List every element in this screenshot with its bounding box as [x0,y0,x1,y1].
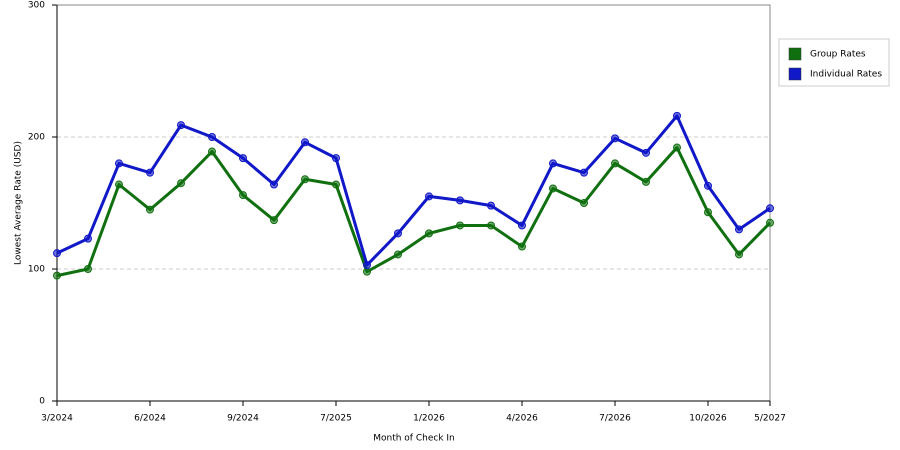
data-point [177,121,185,130]
data-point [425,229,433,238]
data-point [549,159,557,168]
data-point [518,221,526,230]
data-point [84,265,92,273]
y-tick-label: 300 [28,1,45,11]
x-tick-label: 1/2026 [413,414,445,424]
data-point [332,180,340,189]
data-point [580,199,588,207]
x-axis-title: Month of Check In [373,434,455,444]
data-point [611,159,619,168]
data-point [301,138,309,147]
y-tick-label: 200 [28,133,45,143]
legend-swatch [788,47,802,61]
data-point [146,205,154,214]
data-point [766,218,774,227]
data-point [115,159,123,168]
data-point [239,154,247,163]
data-point [704,181,712,190]
data-point [394,229,402,238]
data-point [270,216,278,225]
data-point [580,168,588,177]
data-point [208,133,216,141]
x-tick-label: 3/2024 [41,414,73,424]
data-point [394,250,402,259]
data-point [673,143,681,152]
data-point [115,180,123,189]
data-point [363,261,371,270]
plot-frame [56,4,771,402]
data-point [53,271,61,280]
data-point [735,225,743,234]
data-point [487,201,495,210]
data-point [704,208,712,217]
data-point [642,148,650,157]
data-point [611,134,619,143]
y-axis-title: Lowest Average Rate (USD) [14,141,24,265]
data-point [456,221,464,230]
data-point [208,147,216,156]
data-point [270,180,278,189]
legend-label: Group Rates [810,50,866,60]
x-tick-label: 9/2024 [227,414,259,424]
series-line [56,146,772,278]
data-point [518,242,526,251]
data-point [456,196,464,205]
x-tick-label: 7/2025 [320,414,352,424]
data-point [84,234,92,243]
data-point [301,175,309,184]
x-tick-label: 6/2024 [134,414,166,424]
data-point [239,191,247,200]
data-point [53,249,61,258]
x-tick-label: 10/2026 [689,414,727,424]
x-tick-label: 5/2027 [754,414,786,424]
data-point [735,250,743,259]
data-point [177,179,185,188]
y-tick-label: 0 [39,397,45,407]
data-point [487,221,495,230]
data-point [332,154,340,163]
data-point [642,177,650,186]
legend-label: Individual Rates [810,70,882,80]
x-tick-label: 4/2026 [506,414,538,424]
data-point [549,184,557,193]
data-point [146,168,154,177]
x-tick-label: 7/2026 [599,414,631,424]
data-point [425,192,433,201]
data-point [766,204,774,213]
y-tick-label: 100 [28,265,45,275]
data-point [363,267,371,276]
data-point [673,111,681,120]
series-line [56,114,771,267]
legend-swatch [788,67,802,81]
